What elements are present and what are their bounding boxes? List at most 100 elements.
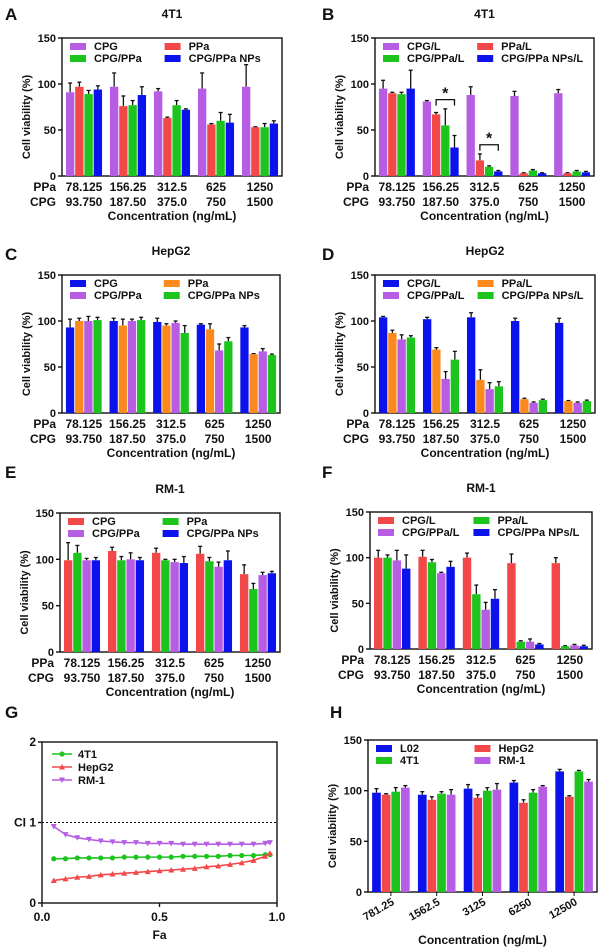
y-tick-label: 150 <box>346 507 364 519</box>
significance-star: * <box>442 86 449 103</box>
legend-label: CPG/L <box>407 278 441 290</box>
bar-ppa-l <box>383 557 392 649</box>
bar-ppa <box>119 106 128 176</box>
x-row-label: CPG <box>30 432 56 446</box>
legend-swatch <box>477 292 494 299</box>
chart-title: HepG2 <box>466 244 505 258</box>
x-tick-label: 1500 <box>560 432 587 446</box>
bar-cpg-l <box>466 95 475 176</box>
bar-cpg-ppa-l <box>572 171 581 176</box>
x-axis-label: Fa <box>152 928 166 942</box>
bar-cpg-ppa <box>84 94 93 176</box>
x-tick-label: 1250 <box>245 417 272 431</box>
bar-cpg-ppa-l <box>528 170 538 176</box>
legend-label: CPG/PPa/L <box>402 527 460 539</box>
y-tick-label: 50 <box>352 598 364 610</box>
bar-cpg <box>109 86 119 176</box>
y-tick-label: 0 <box>363 408 369 420</box>
bar-cpg-l <box>418 556 427 649</box>
bar-4t1 <box>391 791 401 892</box>
bar-4t1 <box>528 792 538 892</box>
bar-cpg-ppa-nps <box>135 560 145 652</box>
legend-swatch <box>473 529 490 536</box>
bar-cpg-l <box>507 563 516 649</box>
point-rm-1 <box>238 841 245 848</box>
legend-label: CPG/PPa/L <box>407 290 465 302</box>
point-4t1 <box>98 855 104 861</box>
y-tick-label: 100 <box>38 79 56 91</box>
bar-ppa-l <box>564 401 573 413</box>
legend-label: 4T1 <box>78 749 97 761</box>
bar-cpg-l <box>373 557 383 649</box>
point-4t1 <box>62 856 69 862</box>
point-hepg2 <box>133 869 139 875</box>
bar-cpg-ppa-l <box>441 378 450 413</box>
legend-label: CPG/PPa/L <box>407 53 465 65</box>
bar-ppa-l <box>432 349 441 413</box>
point-4t1 <box>109 855 116 861</box>
bar-cpg-l <box>466 317 476 413</box>
point-4t1 <box>74 855 80 861</box>
point-hepg2 <box>238 859 245 866</box>
bar-ppa <box>75 86 84 176</box>
y-tick-label: 100 <box>344 786 362 798</box>
x-tick-label: 156.25 <box>418 653 455 667</box>
bar-cpg-ppa-l <box>437 573 446 649</box>
x-tick-label: 375.0 <box>156 432 186 446</box>
y-axis-label: Cell viability (%) <box>21 74 33 159</box>
panel-letter-C: C <box>5 245 17 264</box>
bar-cpg <box>196 324 206 413</box>
bar-ppa <box>163 118 172 176</box>
bar-cpg <box>153 321 162 413</box>
bar-cpg-ppa <box>260 127 269 176</box>
bar-cpg-ppa-l <box>570 645 579 649</box>
bar-hepg2 <box>473 797 483 892</box>
x-row-label: PPa <box>33 417 56 431</box>
bar-l02 <box>372 792 381 892</box>
point-rm-1 <box>156 840 163 847</box>
x-tick-label: 312.5 <box>155 656 185 670</box>
plot-frame <box>59 512 281 653</box>
bar-cpg-ppa-nps-l <box>494 171 503 176</box>
x-tick-label: 93.750 <box>66 195 103 209</box>
legend-swatch <box>162 518 179 525</box>
point-hepg2 <box>168 866 175 873</box>
bar-ppa <box>118 325 127 413</box>
legend-marker <box>59 751 65 757</box>
point-rm-1 <box>215 841 222 848</box>
y-tick-label: 150 <box>38 270 56 282</box>
x-tick-label: 312.5 <box>156 417 186 431</box>
y-tick-label: 150 <box>36 508 54 520</box>
point-rm-1 <box>133 840 139 846</box>
legend-label: 4T1 <box>400 755 419 767</box>
bar-ppa-l <box>388 93 397 176</box>
x-row-label: PPa <box>341 653 364 667</box>
bar-cpg <box>241 86 251 176</box>
bar-ppa <box>251 127 260 176</box>
x-tick-label: 625 <box>519 417 539 431</box>
x-tick-label: 375.0 <box>155 671 185 685</box>
x-axis-label: Concentration (ng/mL) <box>106 685 235 699</box>
point-4t1 <box>215 853 221 859</box>
y-axis-label: Cell viability (%) <box>21 311 33 396</box>
bar-cpg-ppa-nps-l <box>450 147 459 176</box>
y-axis-label: CI <box>14 816 26 830</box>
bar-cpg <box>65 92 75 176</box>
legend-marker <box>59 777 65 783</box>
bar-cpg-ppa <box>172 105 181 176</box>
x-tick-label: 1562.5 <box>407 896 442 923</box>
bar-ppa <box>207 124 216 176</box>
chart-title: 4T1 <box>474 7 495 21</box>
legend-label: CPG/PPa NPs/L <box>502 290 584 302</box>
bar-cpg-ppa-nps <box>223 560 233 652</box>
x-tick-label: 625 <box>515 653 535 667</box>
point-4t1 <box>192 853 198 859</box>
legend-label: HepG2 <box>498 743 533 755</box>
legend-swatch <box>378 517 394 524</box>
legend-swatch <box>477 55 494 62</box>
y-tick-label: 100 <box>36 554 54 566</box>
bar-cpg-l <box>554 322 564 413</box>
legend-swatch <box>163 292 180 299</box>
point-rm-1 <box>191 841 198 848</box>
